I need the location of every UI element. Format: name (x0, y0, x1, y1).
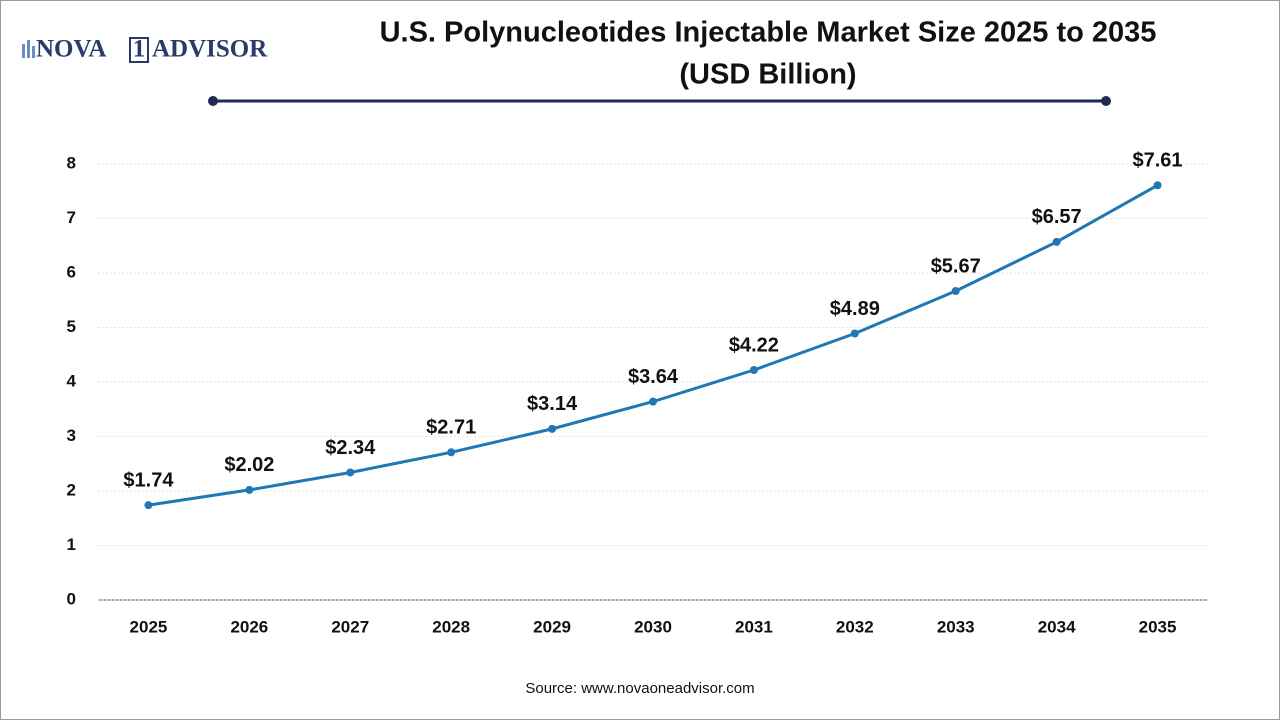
x-tick-label: 2029 (533, 617, 571, 636)
value-label: $2.71 (426, 417, 476, 439)
x-tick-label: 2035 (1139, 617, 1177, 636)
point (346, 468, 355, 477)
y-tick-label: 5 (67, 317, 76, 336)
x-tick-label: 2033 (937, 617, 975, 636)
chart-title: U.S. Polynucleotides Injectable Market S… (380, 17, 1157, 49)
value-label: $3.14 (527, 393, 578, 415)
y-tick-label: 0 (67, 589, 76, 608)
value-label: $4.22 (729, 334, 779, 356)
y-tick-label: 3 (67, 426, 76, 445)
chart-subtitle: (USD Billion) (679, 59, 856, 91)
point (951, 286, 960, 295)
point (1153, 181, 1162, 190)
y-tick-label: 4 (67, 371, 77, 390)
x-tick-label: 2034 (1038, 617, 1076, 636)
x-tick-label: 2025 (130, 617, 168, 636)
point (245, 485, 254, 494)
value-label: $2.02 (224, 454, 274, 476)
value-label: $4.89 (830, 298, 880, 320)
x-tick-label: 2027 (331, 617, 369, 636)
source: Source: www.novaoneadvisor.com (525, 680, 754, 697)
logo-icon (27, 40, 30, 58)
x-tick-label: 2028 (432, 617, 470, 636)
value-label: $1.74 (123, 469, 174, 491)
logo-icon (32, 46, 35, 58)
value-label: $3.64 (628, 366, 679, 388)
y-tick-label: 7 (67, 208, 76, 227)
point (1052, 237, 1061, 246)
point (649, 397, 657, 406)
point (850, 329, 859, 338)
point (144, 501, 153, 510)
value-label: $6.57 (1032, 206, 1082, 228)
x-tick-label: 2031 (735, 617, 773, 636)
logo-box (129, 37, 149, 63)
x-tick-label: 2026 (230, 617, 268, 636)
y-tick-label: 6 (67, 262, 76, 281)
logo: NOVA 1 ADVISOR (22, 36, 268, 63)
y-tick-label: 2 (67, 480, 76, 499)
logo-icon (22, 44, 25, 58)
point (749, 366, 758, 375)
value-label: $2.34 (325, 437, 376, 459)
value-label: $5.67 (931, 255, 981, 277)
value-label: $7.61 (1133, 150, 1183, 172)
logo-text: ADVISOR (152, 36, 268, 63)
title-rule-dot (208, 96, 218, 106)
logo-text: 1 (133, 36, 146, 63)
x-tick-label: 2030 (634, 617, 672, 636)
point (447, 448, 456, 457)
y-tick-label: 1 (67, 535, 76, 554)
title-rule-dot (1101, 96, 1111, 106)
point (548, 424, 557, 433)
x-tick-label: 2032 (836, 617, 874, 636)
y-tick-label: 8 (67, 153, 76, 172)
logo-text: NOVA (36, 36, 106, 63)
